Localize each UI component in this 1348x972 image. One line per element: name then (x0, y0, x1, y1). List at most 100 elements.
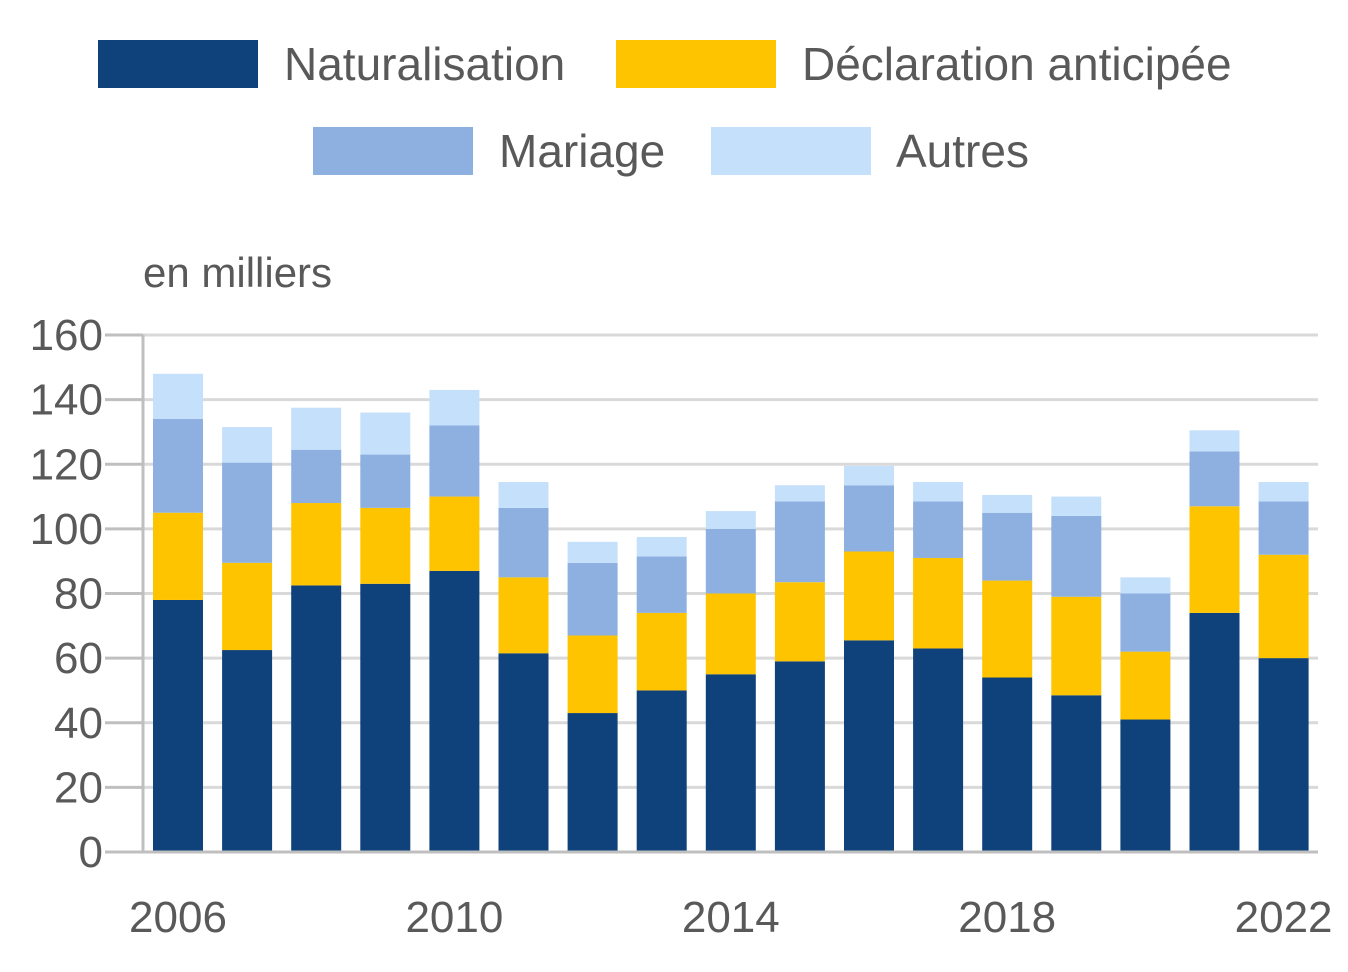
bar-naturalisation-2017 (913, 648, 964, 852)
bar-naturalisation-2011 (498, 653, 549, 852)
bar-naturalisation-2009 (360, 583, 411, 852)
x-tick-labels: 2006 2010 2014 2018 2022 (129, 893, 1332, 942)
bar-autres-2020 (1120, 577, 1171, 594)
bar-mariage-2006 (153, 419, 203, 513)
bar-declaration-anticipee-2016 (844, 551, 894, 641)
y-tick-label-160: 160 (30, 311, 103, 360)
y-tick-label-100: 100 (30, 505, 103, 554)
bar-autres-2011 (498, 482, 549, 508)
bars (153, 373, 1309, 852)
bar-declaration-anticipee-2018 (982, 580, 1033, 678)
legend-label-mariage: Mariage (499, 125, 665, 177)
bar-mariage-2018 (982, 512, 1033, 581)
bar-naturalisation-2007 (222, 650, 273, 852)
bar-declaration-anticipee-2008 (291, 503, 342, 586)
bar-mariage-2008 (291, 449, 342, 504)
y-tick-label-80: 80 (54, 570, 103, 619)
bar-group-2018 (982, 494, 1033, 852)
bar-group-2006 (153, 373, 203, 852)
bar-group-2016 (844, 465, 894, 852)
x-tick-label-2018: 2018 (958, 893, 1056, 942)
x-tick-label-2006: 2006 (129, 893, 227, 942)
x-tick-label-2014: 2014 (682, 893, 780, 942)
bar-mariage-2022 (1258, 501, 1309, 555)
bar-group-2015 (774, 485, 825, 852)
bar-naturalisation-2013 (636, 690, 687, 852)
bar-autres-2016 (844, 465, 894, 486)
bar-group-2013 (636, 536, 687, 852)
bar-autres-2012 (567, 541, 618, 563)
bar-mariage-2019 (1051, 515, 1102, 597)
bar-autres-2018 (982, 494, 1033, 513)
bar-mariage-2012 (567, 562, 618, 636)
bar-declaration-anticipee-2022 (1258, 554, 1309, 659)
y-tick-label-120: 120 (30, 440, 103, 489)
bar-declaration-anticipee-2020 (1120, 651, 1171, 720)
bar-autres-2013 (636, 536, 687, 557)
bar-mariage-2020 (1120, 593, 1171, 652)
legend-swatch-mariage (313, 127, 473, 175)
bar-naturalisation-2014 (705, 674, 756, 852)
bar-autres-2006 (153, 373, 203, 420)
bar-naturalisation-2020 (1120, 719, 1171, 852)
bar-declaration-anticipee-2013 (636, 612, 687, 691)
bar-mariage-2007 (222, 462, 273, 563)
bar-mariage-2010 (429, 425, 480, 497)
bar-naturalisation-2010 (429, 570, 480, 852)
bar-autres-2022 (1258, 482, 1309, 502)
bar-autres-2021 (1189, 430, 1240, 452)
legend: Naturalisation Déclaration anticipée Maria… (98, 38, 1232, 177)
legend-swatch-declaration-anticipee (616, 40, 776, 88)
x-tick-label-2010: 2010 (405, 893, 503, 942)
bar-autres-2007 (222, 427, 273, 463)
y-tick-label-40: 40 (54, 699, 103, 748)
bar-autres-2015 (774, 485, 825, 502)
bar-group-2022 (1258, 482, 1309, 852)
bar-naturalisation-2018 (982, 677, 1033, 852)
y-tick-label-140: 140 (30, 376, 103, 425)
bar-autres-2010 (429, 389, 480, 426)
bar-naturalisation-2019 (1051, 695, 1102, 852)
bar-mariage-2016 (844, 485, 894, 552)
bar-group-2021 (1189, 430, 1240, 852)
bar-declaration-anticipee-2011 (498, 577, 549, 654)
y-tick-label-20: 20 (54, 763, 103, 812)
bar-group-2007 (222, 427, 273, 852)
bar-mariage-2011 (498, 507, 549, 578)
bar-declaration-anticipee-2010 (429, 496, 480, 571)
bar-naturalisation-2015 (774, 661, 825, 852)
legend-item-autres: Autres (711, 125, 1029, 177)
bar-group-2019 (1051, 496, 1102, 852)
bar-group-2011 (498, 482, 549, 852)
legend-item-mariage: Mariage (313, 125, 665, 177)
bar-declaration-anticipee-2012 (567, 635, 618, 714)
bar-declaration-anticipee-2009 (360, 507, 411, 584)
legend-label-autres: Autres (896, 125, 1029, 177)
bar-autres-2019 (1051, 496, 1102, 516)
bar-autres-2009 (360, 412, 411, 455)
bar-group-2020 (1120, 577, 1171, 852)
bar-naturalisation-2021 (1189, 612, 1240, 852)
bar-group-2008 (291, 407, 342, 852)
y-tick-label-60: 60 (54, 634, 103, 683)
legend-item-declaration-anticipee: Déclaration anticipée (616, 38, 1232, 90)
bar-declaration-anticipee-2006 (153, 512, 203, 600)
y-tick-labels: 0 20 40 60 80 100 120 140 160 (30, 311, 103, 877)
bar-declaration-anticipee-2014 (705, 593, 756, 675)
legend-swatch-naturalisation (98, 40, 258, 88)
bar-naturalisation-2006 (153, 599, 203, 852)
bar-autres-2017 (913, 482, 964, 502)
y-tick-label-0: 0 (79, 828, 103, 877)
legend-swatch-autres (711, 127, 871, 175)
legend-label-naturalisation: Naturalisation (284, 38, 565, 90)
axes (105, 333, 1318, 854)
bar-naturalisation-2022 (1258, 658, 1309, 852)
bar-group-2017 (913, 482, 964, 852)
bar-mariage-2013 (636, 556, 687, 613)
bar-declaration-anticipee-2007 (222, 562, 273, 651)
bar-mariage-2014 (705, 528, 756, 594)
bar-group-2010 (429, 389, 480, 852)
bar-declaration-anticipee-2015 (774, 582, 825, 662)
bar-mariage-2017 (913, 501, 964, 558)
